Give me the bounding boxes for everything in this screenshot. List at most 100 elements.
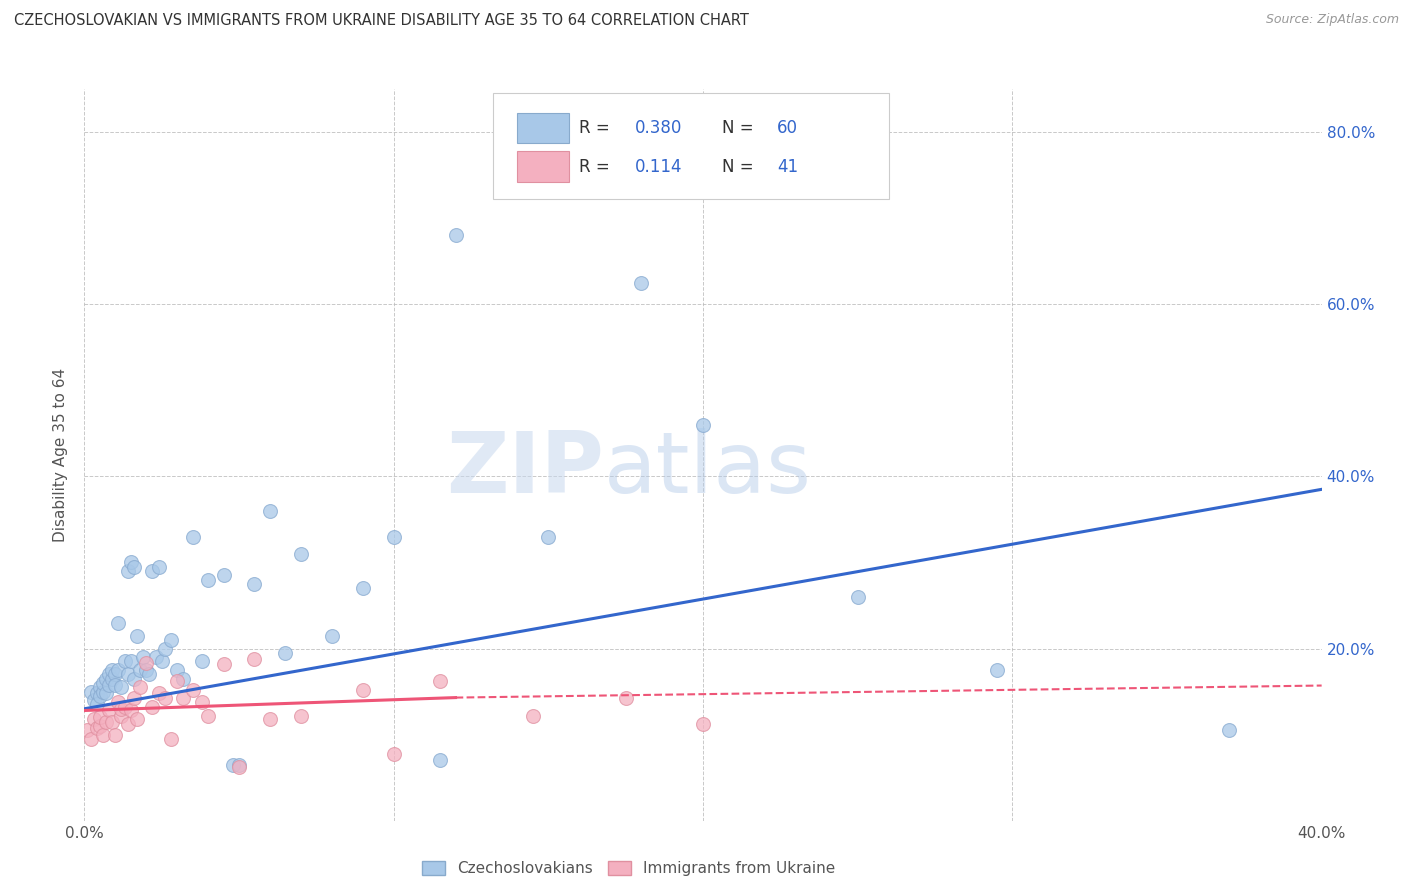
Point — [692, 417, 714, 432]
Point — [197, 573, 219, 587]
Point — [79, 684, 101, 698]
Point — [117, 564, 139, 578]
Point — [86, 686, 108, 700]
Point — [191, 655, 214, 669]
Point — [101, 663, 124, 677]
Point — [122, 672, 145, 686]
Point — [444, 228, 467, 243]
Point — [125, 712, 148, 726]
Point — [101, 714, 124, 729]
Point — [110, 680, 132, 694]
Point — [89, 689, 111, 703]
Point — [135, 663, 157, 677]
Text: 0.380: 0.380 — [636, 119, 682, 137]
FancyBboxPatch shape — [492, 93, 889, 199]
Point — [228, 760, 250, 774]
Point — [89, 710, 111, 724]
Point — [630, 276, 652, 290]
Point — [104, 678, 127, 692]
Point — [243, 652, 266, 666]
Point — [692, 717, 714, 731]
Point — [986, 663, 1008, 677]
Point — [91, 728, 114, 742]
Point — [94, 686, 117, 700]
Point — [290, 708, 312, 723]
Point — [114, 655, 136, 669]
Point — [243, 577, 266, 591]
Point — [160, 632, 183, 647]
Point — [107, 663, 129, 677]
Point — [76, 723, 98, 738]
Point — [148, 686, 170, 700]
Point — [79, 731, 101, 746]
Point — [122, 559, 145, 574]
Point — [145, 650, 167, 665]
Text: ZIP: ZIP — [446, 428, 605, 511]
Text: N =: N = — [721, 158, 758, 176]
Point — [98, 667, 121, 681]
Point — [228, 757, 250, 772]
Point — [129, 680, 152, 694]
Text: CZECHOSLOVAKIAN VS IMMIGRANTS FROM UKRAINE DISABILITY AGE 35 TO 64 CORRELATION C: CZECHOSLOVAKIAN VS IMMIGRANTS FROM UKRAI… — [14, 13, 749, 29]
Point — [1218, 723, 1240, 738]
Text: 0.114: 0.114 — [636, 158, 682, 176]
Point — [104, 728, 127, 742]
Point — [98, 678, 121, 692]
Y-axis label: Disability Age 35 to 64: Disability Age 35 to 64 — [53, 368, 69, 542]
Point — [382, 747, 405, 761]
Point — [114, 700, 136, 714]
Point — [150, 655, 173, 669]
Point — [846, 590, 869, 604]
Legend: Czechoslovakians, Immigrants from Ukraine: Czechoslovakians, Immigrants from Ukrain… — [416, 855, 842, 882]
Point — [107, 695, 129, 709]
Point — [91, 676, 114, 690]
Point — [614, 691, 637, 706]
Point — [166, 663, 188, 677]
Point — [290, 547, 312, 561]
Point — [86, 698, 108, 712]
Point — [352, 582, 374, 596]
Point — [135, 656, 157, 670]
Point — [212, 568, 235, 582]
Point — [222, 757, 245, 772]
Point — [94, 672, 117, 686]
Point — [153, 641, 176, 656]
Point — [125, 629, 148, 643]
Point — [181, 530, 204, 544]
Point — [129, 663, 152, 677]
Point — [110, 702, 132, 716]
Point — [117, 717, 139, 731]
Point — [122, 691, 145, 706]
Point — [132, 650, 155, 665]
Point — [259, 712, 281, 726]
Text: atlas: atlas — [605, 428, 813, 511]
Point — [107, 615, 129, 630]
Point — [141, 564, 163, 578]
FancyBboxPatch shape — [517, 152, 569, 182]
Point — [89, 719, 111, 733]
Text: 41: 41 — [778, 158, 799, 176]
Text: R =: R = — [579, 119, 616, 137]
Point — [321, 629, 343, 643]
Point — [172, 672, 194, 686]
Point — [94, 714, 117, 729]
FancyBboxPatch shape — [517, 112, 569, 144]
Point — [117, 667, 139, 681]
Point — [104, 667, 127, 681]
Text: Source: ZipAtlas.com: Source: ZipAtlas.com — [1265, 13, 1399, 27]
Point — [120, 655, 142, 669]
Point — [197, 708, 219, 723]
Point — [172, 691, 194, 706]
Point — [537, 530, 560, 544]
Point — [120, 704, 142, 718]
Point — [148, 559, 170, 574]
Point — [181, 682, 204, 697]
Point — [274, 646, 297, 660]
Point — [110, 708, 132, 723]
Point — [166, 674, 188, 689]
Point — [153, 691, 176, 706]
Text: R =: R = — [579, 158, 620, 176]
Point — [83, 712, 105, 726]
Point — [429, 674, 451, 689]
Point — [191, 695, 214, 709]
